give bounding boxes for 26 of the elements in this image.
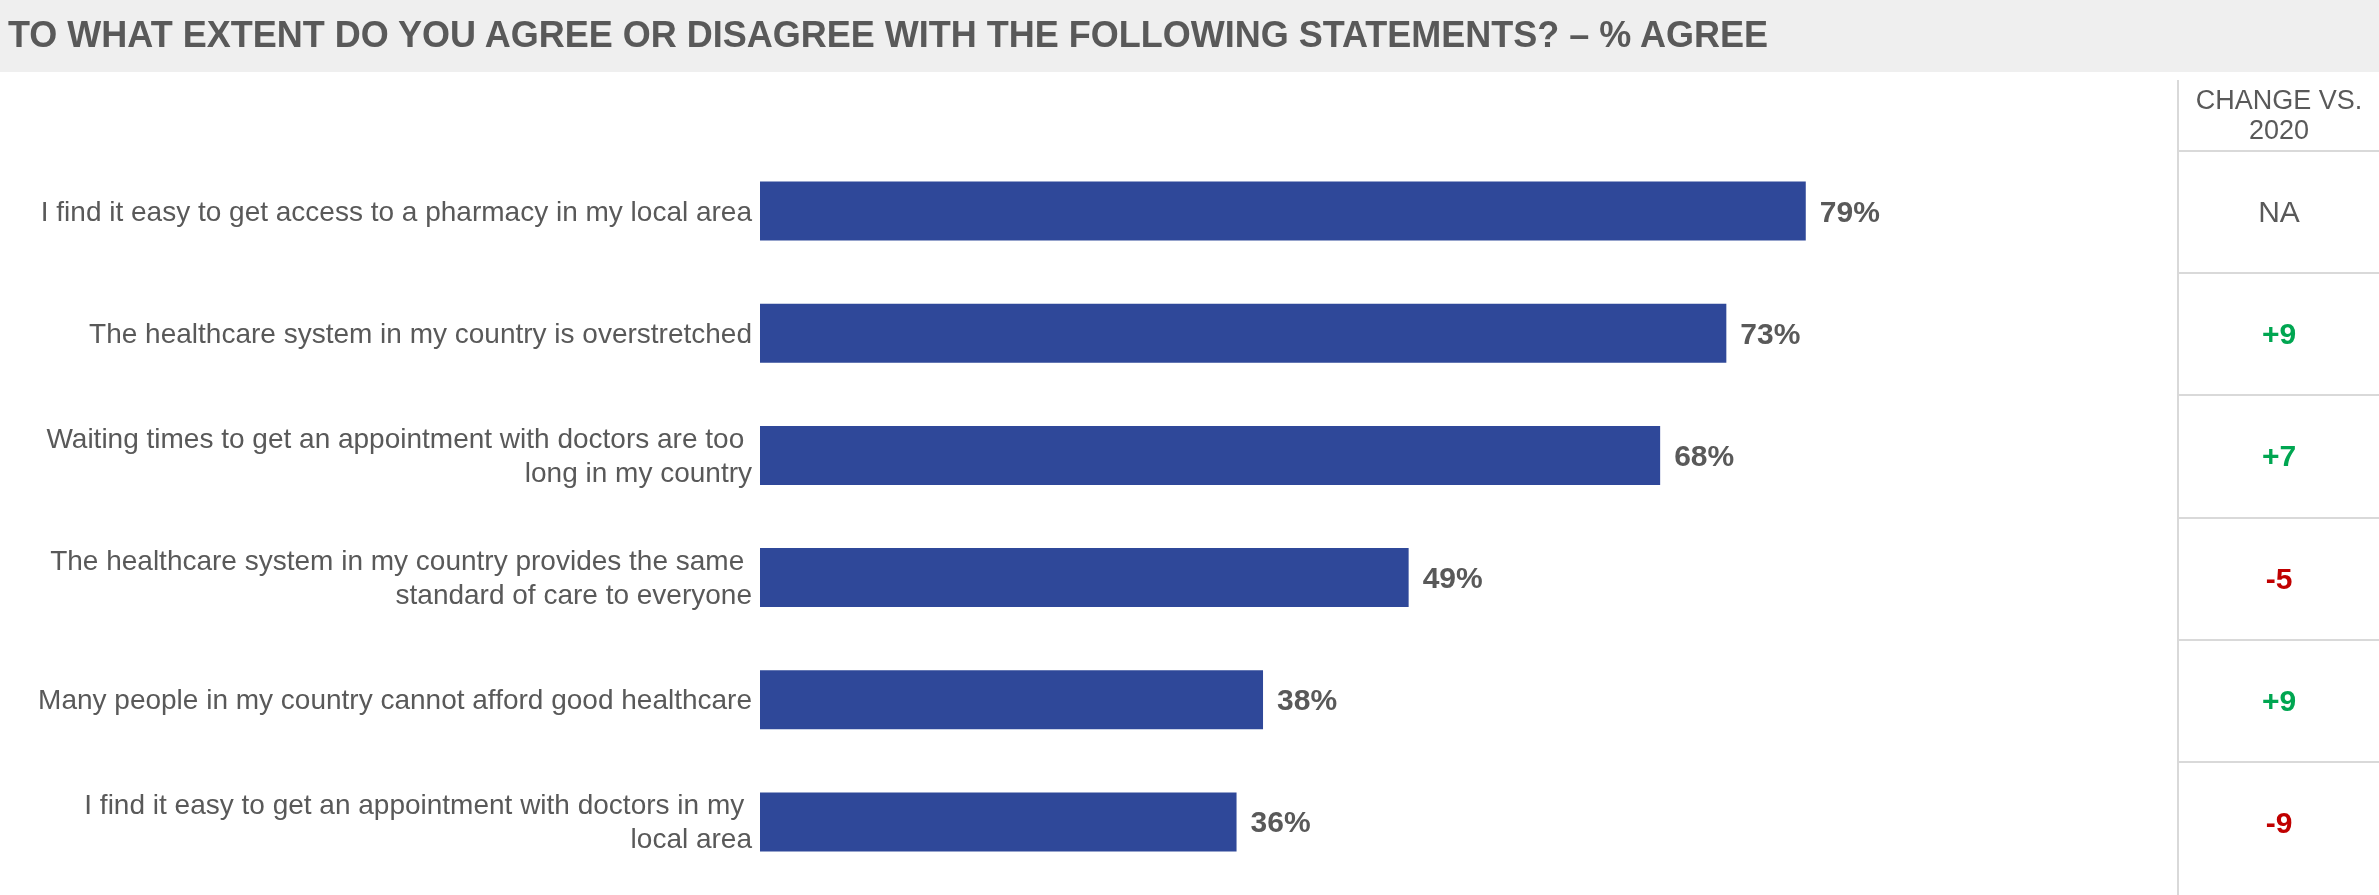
bar	[760, 670, 1264, 730]
data-label: 68%	[1674, 438, 1735, 472]
y-tick-label: I find it easy to get an appointment with doctors in my local area	[84, 789, 753, 855]
text: -9	[2179, 760, 2379, 883]
data-label: 49%	[1422, 561, 1483, 595]
bar	[760, 181, 1806, 241]
data-label: 38%	[1277, 683, 1338, 717]
bar	[760, 425, 1661, 485]
data-label: 79%	[1819, 194, 1880, 228]
y-tick-label: The healthcare system in my country provides the same standard of care to everyone	[50, 545, 752, 611]
data-label: 73%	[1740, 316, 1801, 350]
text: CHANGE VS. 2020	[2194, 84, 2364, 147]
text: +7	[2179, 394, 2379, 517]
chart-title: TO WHAT EXTENT DO YOU AGREE OR DISAGREE WITH THE FOLLOWING STATEMENTS? – % AGREE	[8, 14, 1769, 56]
text: +9	[2179, 272, 2379, 395]
data-label: 36%	[1250, 805, 1311, 839]
y-tick-label: Waiting times to get an appointment with doctors are too long in my country	[46, 422, 752, 488]
y-tick-label: I find it easy to get access to a pharmacy in my local area	[40, 195, 753, 227]
text: NA	[2179, 150, 2379, 273]
y-tick-label: The healthcare system in my country is overstretched	[89, 317, 752, 349]
bar	[760, 548, 1409, 608]
y-tick-label: Many people in my country cannot afford good healthcare	[38, 684, 752, 716]
text: +9	[2179, 638, 2379, 761]
bar	[760, 792, 1237, 852]
text: -5	[2179, 516, 2379, 639]
bar	[760, 303, 1727, 363]
